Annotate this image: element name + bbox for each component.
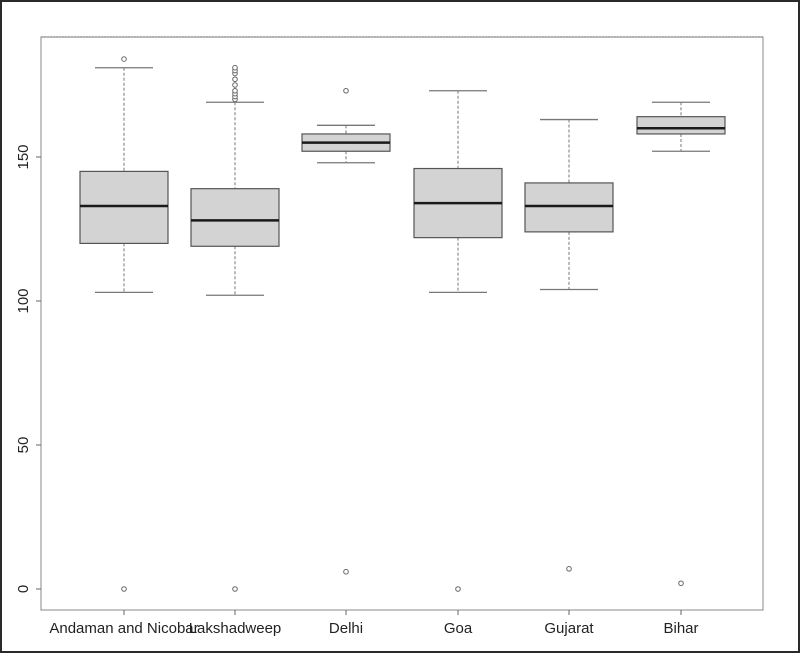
boxes	[79, 56, 726, 592]
x-tick-label: Bihar	[663, 620, 698, 637]
outlier-point	[232, 586, 238, 592]
box-andaman-and-nicobar	[79, 56, 169, 592]
iqr-box	[190, 188, 280, 247]
x-tick-label: Goa	[444, 620, 473, 637]
box-goa	[413, 90, 503, 592]
x-tick-label: Lakshadweep	[189, 620, 282, 637]
outlier-point	[232, 87, 238, 94]
box-lakshadweep	[190, 64, 280, 592]
box-bihar	[636, 101, 726, 587]
box-gujarat	[524, 118, 614, 572]
outlier-point	[678, 580, 684, 587]
iqr-box	[636, 116, 726, 135]
iqr-box	[79, 170, 169, 244]
x-tick-label: Gujarat	[544, 620, 594, 637]
iqr-box	[524, 182, 614, 233]
outlier-point	[232, 82, 238, 88]
outlier-point	[121, 586, 127, 592]
x-tick-label: Delhi	[329, 620, 363, 637]
box-delhi	[301, 87, 391, 575]
outlier-point	[455, 586, 461, 592]
outlier-point	[343, 568, 349, 575]
y-tick-label: 50	[15, 437, 32, 454]
y-tick-label: 0	[15, 585, 32, 593]
y-tick-label: 150	[15, 144, 32, 169]
outlier-point	[232, 76, 238, 83]
y-tick-label: 100	[15, 288, 32, 313]
outlier-point	[566, 566, 572, 572]
x-tick-label: Andaman and Nicobar	[49, 620, 198, 637]
outlier-point	[232, 64, 238, 71]
outlier-point	[343, 87, 349, 94]
outlier-point	[121, 56, 127, 62]
